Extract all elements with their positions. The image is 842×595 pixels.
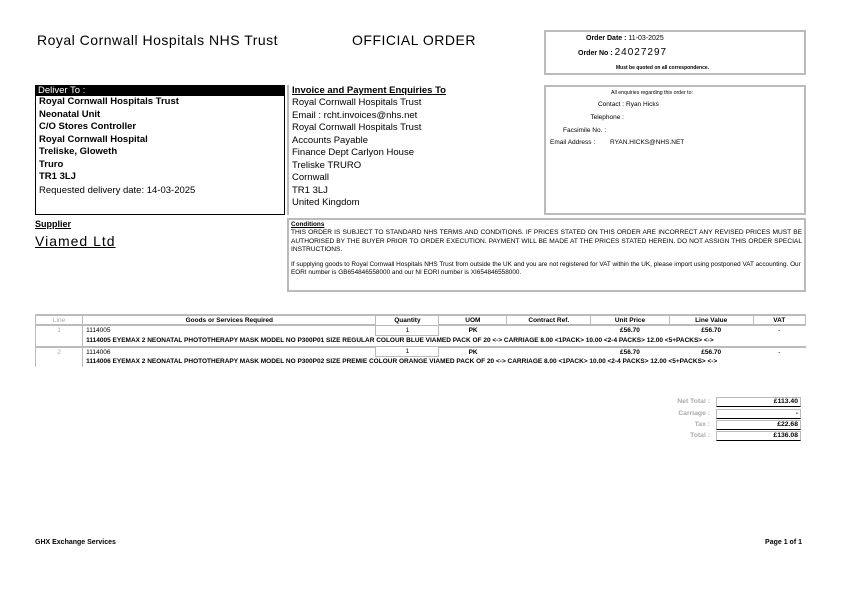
order-no-label: Order No : [578, 50, 613, 57]
requested-delivery-date: Requested delivery date: 14-03-2025 [39, 184, 196, 196]
order-info-box: Order Date : 11-03-2025 Order No : 24027… [544, 30, 806, 75]
telephone-label: Telephone : [590, 114, 624, 121]
deliver-line: Royal Cornwall Hospitals Trust [39, 96, 179, 107]
invoice-line: Finance Dept Carlyon House [292, 147, 414, 158]
deliver-line: Royal Cornwall Hospital [39, 133, 148, 145]
deliver-line: Neonatal Unit [39, 108, 101, 120]
item-description: 1114006 EYEMAX 2 NEONATAL PHOTOTHERAPY M… [86, 358, 718, 365]
contract-ref [506, 345, 591, 357]
email-label: Email Address : [550, 139, 596, 146]
total-label: Total : [690, 432, 710, 439]
total-value: £136.08 [716, 431, 801, 441]
document-title: OFFICIAL ORDER [352, 32, 476, 48]
deliver-line: Truro [39, 158, 64, 170]
tax-value: £22.68 [716, 420, 801, 430]
table-row: 1 1114005 1 PK £56.70 £56.70- [34, 324, 806, 336]
enquiries-heading: All enquiries regarding this order to: [611, 90, 693, 96]
contact-email: RYAN.HICKS@NHS.NET [610, 139, 685, 146]
item-code: 1114005 [82, 324, 376, 335]
vat-note: If supplying goods to Royal Cornwall Hos… [291, 260, 801, 277]
vat: - [753, 324, 806, 335]
supplier-name: Viamed Ltd [35, 233, 116, 249]
column-header: Line [34, 314, 84, 326]
column-header: Goods or Services Required [82, 314, 377, 326]
quantity: 1 [375, 346, 440, 357]
invoice-line: Email : rcht.invoices@nhs.net [292, 109, 418, 121]
uom: PK [438, 345, 507, 357]
contract-ref [506, 324, 591, 335]
line-spacer [34, 335, 84, 347]
supplier-heading: Supplier [35, 219, 72, 229]
net-total: £113.40 [716, 397, 801, 407]
deliver-line: Treliske, Gloweth [39, 146, 118, 157]
quote-note: Must be quoted on all correspondence. [616, 65, 710, 71]
item-code: 1114006 [82, 345, 376, 357]
column-header: Contract Ref. [506, 314, 592, 326]
deliver-to-heading: Deliver To : [36, 86, 284, 96]
column-header: Unit Price [590, 314, 670, 326]
invoice-box: Invoice and Payment Enquiries To Royal C… [287, 85, 542, 215]
unit-price: £56.70 [590, 324, 670, 335]
invoice-line: Accounts Payable [292, 134, 369, 146]
column-header: UOM [438, 314, 508, 326]
deliver-to-box: Deliver To : Royal Cornwall Hospitals Tr… [35, 85, 285, 215]
table-row: 2 1114006 1 PK £56.70 £56.70- [34, 345, 806, 357]
table-row-description: 1114006 EYEMAX 2 NEONATAL PHOTOTHERAPY M… [34, 356, 806, 367]
item-description: 1114005 EYEMAX 2 NEONATAL PHOTOTHERAPY M… [86, 336, 714, 344]
column-header: VAT [752, 314, 807, 326]
unit-price: £56.70 [590, 345, 670, 357]
line-spacer [34, 356, 84, 367]
organisation-name: Royal Cornwall Hospitals NHS Trust [37, 32, 279, 48]
enquiries-box: All enquiries regarding this order to: C… [544, 85, 806, 215]
deliver-line: C/O Stores Controller [39, 121, 137, 132]
invoice-line: Cornwall [292, 172, 329, 183]
uom: PK [438, 324, 507, 335]
table-row-description: 1114005 EYEMAX 2 NEONATAL PHOTOTHERAPY M… [34, 335, 806, 347]
line-value: £56.70 [669, 345, 754, 357]
carriage-value: - [716, 409, 801, 419]
page-number: Page 1 of 1 [765, 539, 802, 546]
contact-name: Ryan Hicks [626, 101, 659, 108]
fax-label: Facsimile No. : [563, 127, 606, 134]
deliver-line: TR1 3LJ [39, 171, 76, 182]
line-number: 2 [34, 345, 84, 357]
line-value: £56.70 [669, 324, 754, 335]
vat: - [753, 345, 806, 357]
invoice-line: Royal Cornwall Hospitals Trust [292, 122, 422, 133]
order-date-label: Order Date : [586, 35, 627, 42]
invoice-line: TR1 3LJ [292, 184, 328, 196]
invoice-heading: Invoice and Payment Enquiries To [292, 85, 446, 96]
order-number: 24027297 [614, 47, 668, 58]
invoice-line: Royal Cornwall Hospitals Trust [292, 97, 422, 108]
footer-service: GHX Exchange Services [35, 539, 116, 546]
order-lines-table: Line Goods or Services Required Quantity UO… [34, 314, 807, 367]
column-header: Quantity [375, 314, 440, 326]
contact-label: Contact : [597, 101, 624, 108]
invoice-line: United Kingdom [292, 197, 360, 208]
conditions-text: THIS ORDER IS SUBJECT TO STANDARD NHS TE… [291, 229, 802, 254]
conditions-heading: Conditions [291, 221, 325, 228]
net-total-label: Net Total : [677, 398, 710, 405]
conditions-box: Conditions THIS ORDER IS SUBJECT TO STAN… [287, 218, 806, 292]
column-header: Line Value [668, 314, 754, 326]
order-date: 11-03-2025 [628, 35, 664, 42]
invoice-line: Treliske TRURO [292, 159, 362, 171]
line-number: 1 [34, 324, 84, 335]
quantity: 1 [375, 324, 440, 336]
carriage-label: Carriage : [678, 410, 710, 417]
tax-label: Tax : [694, 421, 710, 428]
